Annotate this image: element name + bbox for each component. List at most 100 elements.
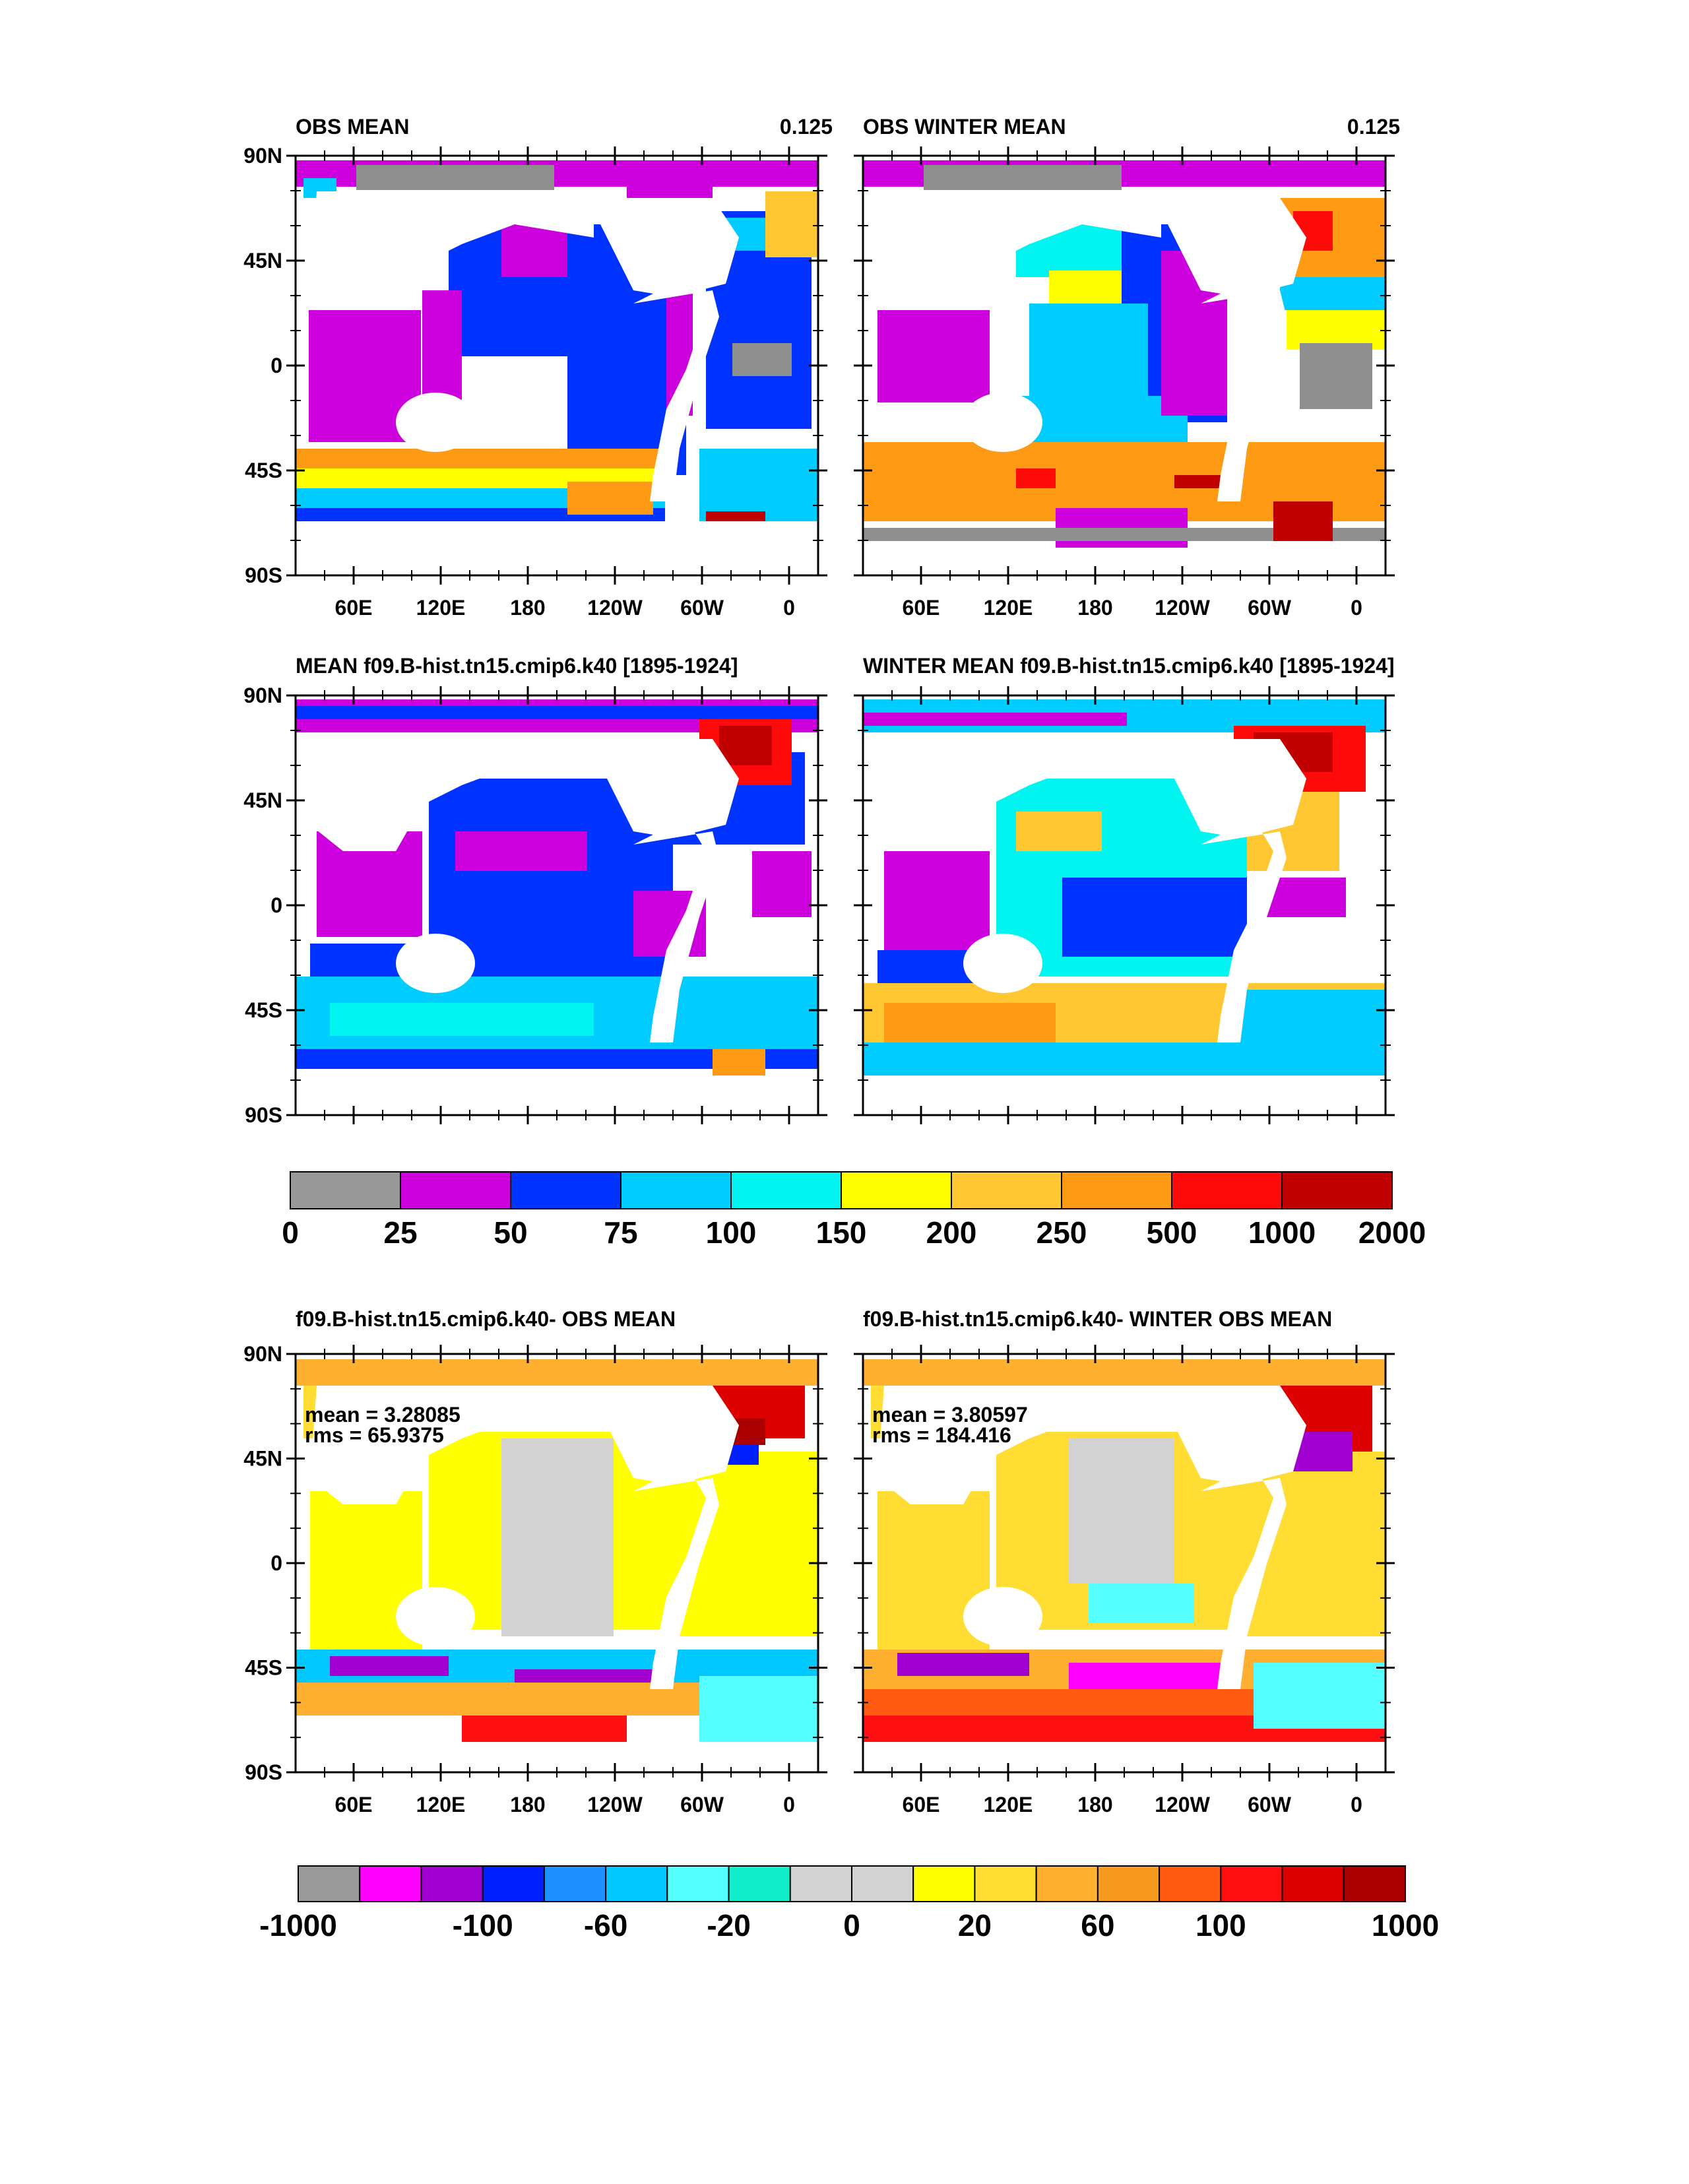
- panel-title: OBS MEAN: [296, 115, 409, 139]
- colorbar-absolute: 0 25 50 75 100 150 200 250 500 1000 2000: [282, 1171, 1426, 1250]
- colorbar-difference: -1000 -100 -60 -20 0 20 60 100 1000: [259, 1865, 1439, 1943]
- panel-right-label: 0.125: [1347, 115, 1400, 139]
- x-tick-label: 60E: [903, 596, 940, 620]
- colorbar-label: 25: [383, 1215, 417, 1250]
- x-tick-label: 60W: [680, 1793, 724, 1816]
- x-tick-label: 60W: [1248, 1793, 1292, 1816]
- x-tick-label: 120E: [984, 1793, 1033, 1816]
- mean-label: mean = 3.28085: [305, 1403, 461, 1427]
- colorbar-swatch: [359, 1865, 422, 1902]
- y-tick-label: 45N: [243, 1447, 282, 1471]
- y-tick-label: 90S: [245, 563, 282, 587]
- x-tick-label: 120W: [1155, 1793, 1210, 1816]
- x-tick-label: 180: [510, 596, 545, 620]
- colorbar-swatch: [482, 1865, 545, 1902]
- colorbar-swatch: [1343, 1865, 1407, 1902]
- panel-obs-mean: OBS MEAN 0.125: [294, 115, 833, 577]
- colorbar-label: 75: [604, 1215, 637, 1250]
- panel-diff-winter-mean: f09.B-hist.tn15.cmip6.k40- WINTER OBS ME…: [862, 1307, 1387, 1774]
- x-tick-label: 60E: [335, 596, 373, 620]
- x-tick-label: 120W: [587, 1793, 643, 1816]
- colorbar-label: 500: [1147, 1215, 1197, 1250]
- y-tick-label: 45S: [245, 1656, 282, 1680]
- colorbar-swatch: [851, 1865, 914, 1902]
- colorbar-swatch: [543, 1865, 607, 1902]
- colorbar-label: -20: [707, 1908, 750, 1943]
- panel-right-label: 0.125: [780, 115, 833, 139]
- panel-title: OBS WINTER MEAN: [863, 115, 1066, 139]
- rms-label: rms = 184.416: [872, 1423, 1011, 1447]
- colorbar-swatch: [1061, 1171, 1172, 1209]
- colorbar-swatch: [605, 1865, 668, 1902]
- x-tick-label: 60E: [335, 1793, 373, 1816]
- panel-model-mean: MEAN f09.B-hist.tn15.cmip6.k40 [1895-192…: [294, 654, 819, 1116]
- colorbar-swatch: [789, 1865, 853, 1902]
- colorbar-swatch: [400, 1171, 511, 1209]
- colorbar-label: 50: [494, 1215, 527, 1250]
- colorbar-label: 200: [926, 1215, 977, 1250]
- colorbar-label: 100: [706, 1215, 757, 1250]
- x-tick-label: 60W: [1248, 596, 1292, 620]
- y-tick-label: 90N: [243, 1342, 282, 1366]
- colorbar-label: 20: [958, 1908, 992, 1943]
- colorbar-label: 100: [1195, 1908, 1246, 1943]
- panel-title: MEAN f09.B-hist.tn15.cmip6.k40 [1895-192…: [296, 654, 738, 678]
- x-tick-label: 0: [783, 596, 795, 620]
- colorbar-swatch: [1220, 1865, 1283, 1902]
- y-tick-label: 45S: [245, 998, 282, 1022]
- panel-title: f09.B-hist.tn15.cmip6.k40- WINTER OBS ME…: [863, 1307, 1332, 1331]
- y-tick-label: 45S: [245, 459, 282, 482]
- y-tick-label: 90S: [245, 1103, 282, 1127]
- colorbar-label: 150: [816, 1215, 867, 1250]
- x-tick-label: 120E: [416, 1793, 466, 1816]
- colorbar-swatch: [1171, 1171, 1283, 1209]
- x-tick-label: 0: [783, 1793, 795, 1816]
- y-tick-label: 45N: [243, 788, 282, 812]
- colorbar-label: 250: [1036, 1215, 1087, 1250]
- y-tick-label: 90N: [243, 684, 282, 707]
- colorbar-swatch: [951, 1171, 1062, 1209]
- axes-layer: 90N 45N 0 45S 90S 60E 120E 180 120W 60W 0 60E 120E 18…: [243, 144, 1395, 1816]
- colorbar-swatch: [1097, 1865, 1161, 1902]
- panel-title: f09.B-hist.tn15.cmip6.k40- OBS MEAN: [296, 1307, 676, 1331]
- colorbar-swatch: [510, 1171, 621, 1209]
- x-tick-label: 120E: [416, 596, 466, 620]
- colorbar-swatch: [730, 1171, 842, 1209]
- colorbar-label: -60: [584, 1908, 627, 1943]
- colorbar-label: -100: [453, 1908, 513, 1943]
- colorbar-swatch: [420, 1865, 484, 1902]
- colorbar-swatch: [1159, 1865, 1222, 1902]
- y-tick-label: 0: [271, 354, 282, 377]
- x-tick-label: 180: [510, 1793, 545, 1816]
- panel-obs-winter-mean: OBS WINTER MEAN 0.125: [862, 115, 1400, 577]
- y-tick-label: 90S: [245, 1760, 282, 1784]
- y-tick-label: 45N: [243, 249, 282, 273]
- y-tick-label: 0: [271, 893, 282, 917]
- x-tick-label: 0: [1351, 596, 1362, 620]
- colorbar-swatch: [298, 1865, 361, 1902]
- mean-label: mean = 3.80597: [872, 1403, 1028, 1427]
- x-tick-label: 180: [1077, 596, 1112, 620]
- colorbar-swatch: [841, 1171, 952, 1209]
- colorbar-label: 0: [282, 1215, 299, 1250]
- colorbar-label: 1000: [1248, 1215, 1316, 1250]
- colorbar-swatch: [666, 1865, 730, 1902]
- x-tick-label: 120W: [1155, 596, 1210, 620]
- x-tick-label: 120E: [984, 596, 1033, 620]
- colorbar-swatch: [912, 1865, 976, 1902]
- x-tick-label: 120W: [587, 596, 643, 620]
- colorbar-label: 2000: [1358, 1215, 1426, 1250]
- rms-label: rms = 65.9375: [305, 1423, 444, 1447]
- colorbar-label: 0: [843, 1908, 860, 1943]
- colorbar-swatch: [620, 1171, 732, 1209]
- colorbar-swatch: [1281, 1171, 1393, 1209]
- panel-diff-mean: f09.B-hist.tn15.cmip6.k40- OBS MEAN: [294, 1307, 819, 1774]
- x-tick-label: 180: [1077, 1793, 1112, 1816]
- y-tick-label: 90N: [243, 144, 282, 168]
- colorbar-swatch: [1035, 1865, 1099, 1902]
- x-tick-label: 0: [1351, 1793, 1362, 1816]
- panel-title: WINTER MEAN f09.B-hist.tn15.cmip6.k40 [1…: [863, 654, 1395, 678]
- x-tick-label: 60W: [680, 596, 724, 620]
- colorbar-swatch: [974, 1865, 1037, 1902]
